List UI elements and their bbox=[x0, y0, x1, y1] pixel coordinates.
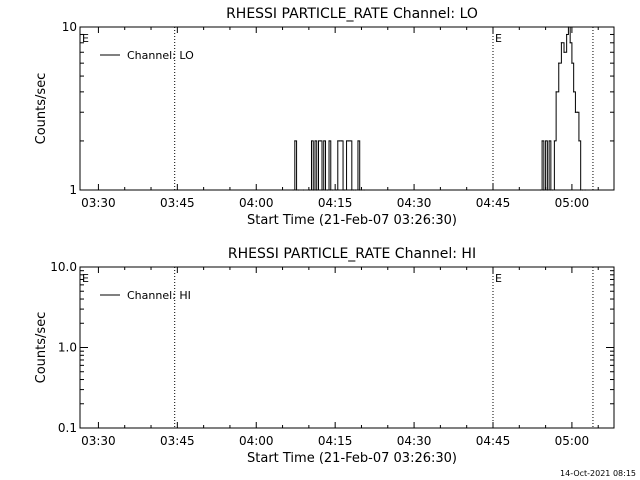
data-point bbox=[338, 140, 341, 142]
data-point bbox=[330, 189, 332, 191]
data-point bbox=[351, 189, 353, 191]
x-tick-label: 04:00 bbox=[239, 434, 274, 448]
data-point bbox=[578, 140, 580, 142]
data-point bbox=[357, 140, 359, 142]
event-marker-label: E bbox=[495, 32, 502, 45]
data-point bbox=[335, 189, 337, 191]
x-tick-label: 03:30 bbox=[81, 196, 116, 210]
chart-title: RHESSI PARTICLE_RATE Channel: HI bbox=[228, 246, 476, 262]
data-point bbox=[567, 26, 570, 28]
x-axis-label: Start Time (21-Feb-07 03:26:30) bbox=[247, 213, 457, 228]
data-point bbox=[331, 189, 334, 191]
data-point bbox=[569, 42, 571, 44]
data-point bbox=[345, 140, 348, 142]
y-axis-label: Counts/sec bbox=[34, 312, 49, 384]
event-marker-label: E bbox=[82, 32, 89, 45]
y-axis-label: Counts/sec bbox=[34, 73, 49, 145]
data-point bbox=[312, 189, 314, 191]
data-point bbox=[360, 189, 363, 191]
x-tick-label: 04:15 bbox=[318, 196, 353, 210]
data-point bbox=[337, 140, 339, 142]
data-point bbox=[316, 189, 318, 191]
plot-panel-hi: RHESSI PARTICLE_RATE Channel: HI 03:30 03:… bbox=[34, 246, 615, 466]
data-point bbox=[342, 189, 344, 191]
data-point bbox=[349, 140, 351, 142]
series-line bbox=[293, 26, 586, 191]
data-point bbox=[292, 189, 294, 191]
chart-title: RHESSI PARTICLE_RATE Channel: LO bbox=[226, 6, 478, 22]
x-tick-label: 04:30 bbox=[397, 434, 432, 448]
data-point bbox=[309, 189, 311, 191]
data-point bbox=[319, 140, 321, 142]
data-point bbox=[563, 51, 565, 53]
data-point bbox=[317, 140, 320, 142]
data-point bbox=[555, 91, 557, 93]
data-point bbox=[326, 189, 328, 191]
x-tick-label: 04:15 bbox=[318, 434, 353, 448]
data-point bbox=[553, 140, 555, 142]
data-point bbox=[363, 189, 365, 191]
data-point bbox=[550, 189, 552, 191]
data-point bbox=[352, 189, 355, 191]
y-tick-label: 1 bbox=[69, 183, 77, 197]
data-point bbox=[546, 189, 548, 191]
x-tick-label: 03:45 bbox=[160, 196, 195, 210]
data-point bbox=[552, 189, 554, 191]
data-point bbox=[344, 189, 346, 191]
timestamp-label: 14-Oct-2021 08:15 bbox=[560, 469, 636, 478]
data-point bbox=[539, 189, 541, 191]
data-point bbox=[359, 189, 361, 191]
x-tick-label: 03:45 bbox=[160, 434, 195, 448]
data-point bbox=[558, 62, 560, 64]
data-point bbox=[541, 140, 543, 142]
data-point bbox=[314, 140, 316, 142]
plot-panel-lo: RHESSI PARTICLE_RATE Channel: LO 03:30 03:… bbox=[34, 6, 615, 228]
event-marker-label: E bbox=[82, 272, 89, 285]
data-point bbox=[328, 140, 330, 142]
y-tick-label: 0.1 bbox=[58, 421, 77, 435]
y-tick-label: 10.0 bbox=[50, 260, 77, 274]
data-point bbox=[571, 62, 573, 64]
legend-label: Channel: LO bbox=[127, 49, 194, 62]
x-tick-label: 04:30 bbox=[397, 196, 432, 210]
data-point bbox=[574, 111, 577, 113]
x-axis-label: Start Time (21-Feb-07 03:26:30) bbox=[247, 451, 457, 466]
x-tick-label: 05:00 bbox=[555, 434, 590, 448]
y-tick-label: 1.0 bbox=[58, 341, 77, 355]
data-point bbox=[573, 91, 575, 93]
data-point bbox=[354, 189, 356, 191]
data-point bbox=[580, 189, 582, 191]
x-tick-label: 05:00 bbox=[555, 196, 590, 210]
data-point bbox=[545, 140, 547, 142]
data-point bbox=[576, 111, 578, 113]
data-point bbox=[347, 140, 349, 142]
x-tick-label: 04:00 bbox=[239, 196, 274, 210]
x-tick-label: 03:30 bbox=[81, 434, 116, 448]
data-point bbox=[340, 140, 342, 142]
data-point bbox=[548, 140, 550, 142]
data-point bbox=[295, 189, 298, 191]
y-tick-label: 10 bbox=[62, 20, 77, 34]
data-point bbox=[294, 140, 296, 142]
x-tick-label: 04:45 bbox=[476, 196, 511, 210]
data-point bbox=[543, 189, 545, 191]
data-point bbox=[321, 189, 323, 191]
event-marker-label: E bbox=[495, 272, 502, 285]
data-point bbox=[302, 189, 305, 191]
data-point bbox=[581, 189, 584, 191]
legend-label: Channel: HI bbox=[127, 289, 191, 302]
data-point bbox=[297, 189, 299, 191]
x-tick-label: 04:45 bbox=[476, 434, 511, 448]
data-point bbox=[566, 33, 568, 36]
data-point bbox=[560, 42, 562, 44]
data-point bbox=[323, 140, 325, 142]
data-point bbox=[310, 140, 313, 142]
data-point bbox=[324, 189, 327, 191]
data-point bbox=[584, 189, 586, 191]
